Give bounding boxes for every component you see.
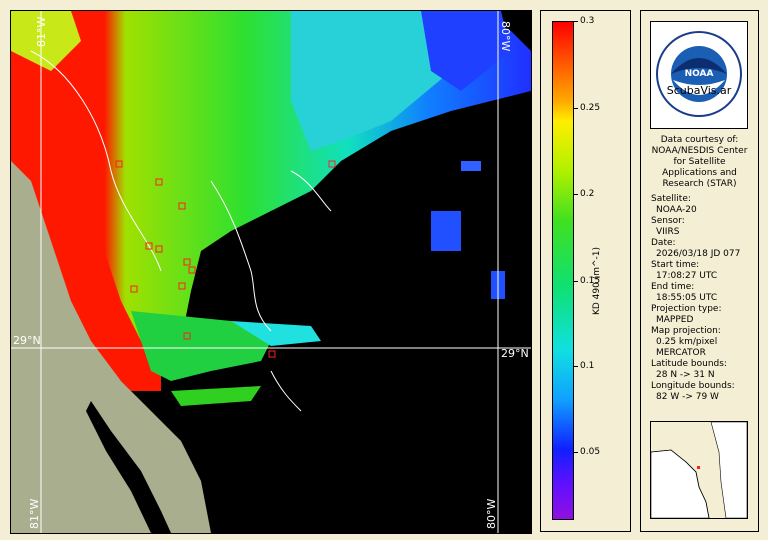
station-markers bbox=[115, 160, 336, 358]
metadata-block: Satellite: NOAA-20 Sensor: VIIRS Date: 2… bbox=[641, 194, 758, 403]
green-lower bbox=[131, 311, 271, 381]
lon-label-bottom: 80°W bbox=[485, 499, 498, 529]
blue-patch bbox=[431, 211, 461, 251]
tick-label-0.2: 0.2 bbox=[580, 189, 595, 199]
satellite-label: Satellite: bbox=[651, 194, 691, 204]
credit-line: Applications and bbox=[662, 168, 737, 178]
locator-marker bbox=[697, 466, 700, 469]
projection-type-value: MAPPED bbox=[656, 315, 694, 325]
lon-bounds-value: 82 W -> 79 W bbox=[656, 392, 719, 402]
start-time-label: Start time: bbox=[651, 260, 700, 270]
satellite-value: NOAA-20 bbox=[656, 205, 697, 215]
tick-mark bbox=[573, 281, 578, 282]
tick-mark bbox=[573, 194, 578, 195]
date-label: Date: bbox=[651, 238, 676, 248]
map-projection-value: 0.25 km/pixel bbox=[656, 337, 718, 347]
tick-label-0.25: 0.25 bbox=[580, 103, 601, 113]
blue-region bbox=[421, 11, 511, 91]
lon-bounds-label: Longitude bounds: bbox=[651, 381, 735, 391]
colorbar-panel: 0.3 0.25 0.2 0.15 0.1 0.05 KD 490 (m^-1) bbox=[540, 10, 631, 532]
tick-label-0.3: 0.3 bbox=[580, 16, 595, 26]
lat-bounds-value: 28 N -> 31 N bbox=[656, 370, 715, 380]
tick-mark bbox=[573, 21, 578, 22]
cyan-lower bbox=[231, 321, 321, 346]
coastline-outline bbox=[290, 170, 332, 212]
land-mainland bbox=[11, 161, 211, 533]
info-text-block: Data courtesy of: NOAA/NESDIS Center for… bbox=[641, 129, 758, 403]
lon-label-left-bottom: 81°W bbox=[28, 499, 41, 529]
noaa-logo-frame: NOAA ScubaVis.ar bbox=[650, 21, 748, 129]
tick-label-0.05: 0.05 bbox=[580, 447, 601, 457]
barrier-island bbox=[86, 401, 171, 533]
credit-line: for Satellite bbox=[673, 157, 726, 167]
info-panel: NOAA ScubaVis.ar Data courtesy of: NOAA/… bbox=[640, 10, 759, 532]
start-time-value: 17:08:27 UTC bbox=[656, 271, 718, 281]
map-projection-extra: MERCATOR bbox=[656, 348, 706, 358]
cyan-region bbox=[291, 11, 451, 151]
credit-line: Research (STAR) bbox=[662, 179, 737, 189]
map-projection-label: Map projection: bbox=[651, 326, 721, 336]
sensor-label: Sensor: bbox=[651, 216, 685, 226]
satellite-map: 29°N 29°N 80°W 80°W 81°W 81°W bbox=[10, 10, 532, 534]
green-strip bbox=[171, 386, 261, 406]
coastline-outline bbox=[30, 50, 162, 272]
end-time-label: End time: bbox=[651, 282, 695, 292]
date-value: 2026/03/18 JD 077 bbox=[656, 249, 741, 259]
colorbar bbox=[552, 21, 574, 520]
lon-label-top: 80°W bbox=[499, 21, 512, 51]
sensor-value: VIIRS bbox=[656, 227, 680, 237]
red-coastal-band bbox=[11, 51, 161, 391]
locator-map-svg bbox=[651, 422, 747, 518]
credit-block: Data courtesy of: NOAA/NESDIS Center for… bbox=[641, 135, 758, 190]
logo-center-text: NOAA bbox=[685, 69, 714, 79]
lat-label-right: 29°N bbox=[501, 347, 529, 360]
map-svg: 29°N 29°N 80°W 80°W 81°W 81°W bbox=[11, 11, 531, 533]
tick-mark bbox=[573, 366, 578, 367]
tick-label-0.15: 0.15 bbox=[580, 276, 601, 286]
noaa-logo-icon: NOAA ScubaVis.ar bbox=[656, 31, 742, 117]
locator-map bbox=[650, 421, 748, 519]
coastline-outline bbox=[270, 370, 302, 412]
lon-label-left-top: 81°W bbox=[35, 17, 48, 47]
blue-patch bbox=[461, 161, 481, 171]
coastline-outline bbox=[210, 180, 272, 332]
credit-line: NOAA/NESDIS Center bbox=[651, 146, 748, 156]
colorbar-title: KD 490 (m^-1) bbox=[592, 246, 602, 316]
tick-mark bbox=[573, 452, 578, 453]
scubavis-watermark: ScubaVis.ar bbox=[667, 84, 732, 97]
lat-bounds-label: Latitude bounds: bbox=[651, 359, 727, 369]
projection-type-label: Projection type: bbox=[651, 304, 722, 314]
credit-line: Data courtesy of: bbox=[660, 135, 739, 145]
tick-mark bbox=[573, 108, 578, 109]
lat-label-left: 29°N bbox=[13, 334, 41, 347]
tick-label-0.1: 0.1 bbox=[580, 361, 595, 371]
end-time-value: 18:55:05 UTC bbox=[656, 293, 718, 303]
yellow-patch bbox=[11, 11, 81, 71]
